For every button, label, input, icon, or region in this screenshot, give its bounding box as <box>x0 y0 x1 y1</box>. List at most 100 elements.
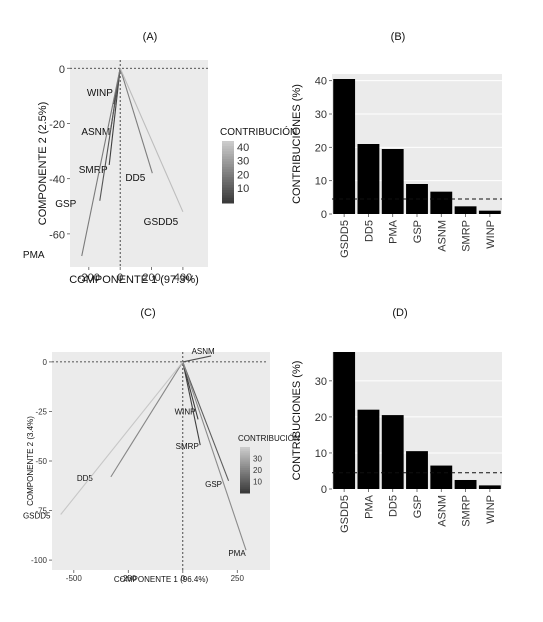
legend-title: CONTRIBUCIÓN <box>220 125 297 138</box>
y-tick-label: 0 <box>59 64 65 76</box>
legend-gradient-step <box>240 475 250 479</box>
loading-arrow <box>81 68 121 257</box>
panel-label-d: (D) <box>392 307 407 319</box>
y-tick-label: -60 <box>49 229 65 241</box>
y-tick-label: 10 <box>315 176 327 188</box>
y-axis-title: COMPONENTE 2 (2.5%) <box>37 102 49 225</box>
legend-tick-label: 10 <box>237 183 249 195</box>
x-tick-label: PMA <box>388 219 400 244</box>
variable-label: SMRP <box>176 442 199 451</box>
variable-label: ASNM <box>81 127 110 138</box>
bar <box>454 479 477 489</box>
bar <box>430 191 453 214</box>
y-tick-label: 0 <box>43 358 48 367</box>
x-tick-label: 400 <box>174 272 192 284</box>
y-tick-label: 40 <box>315 76 327 88</box>
legend-gradient-step <box>240 452 250 456</box>
legend-gradient-step <box>222 190 234 194</box>
bar <box>478 485 501 489</box>
x-tick-label: DD5 <box>363 220 375 242</box>
legend-gradient-step <box>240 450 250 454</box>
panel-label-b: (B) <box>391 31 406 43</box>
x-tick-label: ASNM <box>436 495 448 527</box>
legend-gradient-step <box>222 148 234 152</box>
y-tick-label: 30 <box>315 376 327 388</box>
x-tick-label: 0 <box>181 574 186 583</box>
y-tick-label: -25 <box>35 407 47 416</box>
y-tick-label: -50 <box>35 457 47 466</box>
legend-gradient-step <box>240 470 250 473</box>
legend-gradient-step <box>222 143 234 147</box>
legend-gradient-step <box>222 197 234 201</box>
legend-gradient-step <box>240 464 250 467</box>
variable-label: PMA <box>228 549 246 558</box>
x-tick-label: GSDD5 <box>339 220 351 258</box>
y-tick-label: 0 <box>321 209 327 221</box>
variable-label: ASNM <box>192 347 215 356</box>
legend-gradient-step <box>222 156 234 160</box>
bar <box>430 465 453 489</box>
x-tick-label: GSP <box>412 220 424 243</box>
x-tick-label: SMRP <box>461 220 473 252</box>
bar <box>381 149 404 214</box>
legend-gradient-step <box>222 192 234 196</box>
legend-gradient-step <box>222 141 234 145</box>
legend-gradient-step <box>240 481 250 484</box>
loading-arrow <box>119 68 153 174</box>
legend-tick-label: 20 <box>237 169 249 181</box>
bar <box>381 415 404 489</box>
x-tick-label: -500 <box>66 574 83 583</box>
x-axis-title: COMPONENTE 1 (97.3%) <box>69 274 199 286</box>
x-tick-label: WINP <box>485 495 497 524</box>
bar <box>333 352 356 489</box>
variable-label: SMRP <box>79 165 108 176</box>
y-tick-label: -100 <box>31 556 48 565</box>
legend-tick-label: 40 <box>237 142 249 154</box>
bar <box>333 79 356 214</box>
legend-gradient-step <box>222 182 234 186</box>
variable-label: WINP <box>175 407 196 416</box>
bar <box>406 451 428 489</box>
x-tick-label: 200 <box>142 272 160 284</box>
y-tick-label: 20 <box>315 142 327 154</box>
variable-label: DD5 <box>125 173 145 184</box>
biplot-a: -200 0 200 400 0 -20 -40 -60 COMPONENTE 1 (97.3%… <box>23 60 297 286</box>
legend-gradient-step <box>240 462 250 465</box>
legend-gradient-step <box>240 460 250 463</box>
legend-gradient-step <box>222 159 234 163</box>
x-tick-label: -200 <box>78 272 100 284</box>
x-tick-label: GSP <box>412 495 424 518</box>
panel-label-c: (C) <box>140 307 155 319</box>
legend-gradient-step <box>240 489 250 492</box>
legend-gradient-step <box>222 153 234 157</box>
loading-arrow <box>110 361 184 478</box>
x-tick-label: PMA <box>363 494 375 519</box>
y-tick-label: -75 <box>35 507 47 516</box>
legend-gradient-step <box>222 172 234 176</box>
loading-arrow <box>182 361 247 551</box>
x-tick-label: 250 <box>231 574 245 583</box>
variable-label: GSDD5 <box>23 512 51 521</box>
legend-tick-label: 20 <box>253 466 262 475</box>
legend-gradient-step <box>222 195 234 199</box>
x-tick-label: -250 <box>120 574 137 583</box>
legend-gradient-step <box>240 448 250 452</box>
x-tick-label: DD5 <box>388 495 400 517</box>
bar <box>357 144 380 214</box>
x-tick-label: WINP <box>485 220 497 249</box>
legend-gradient-step <box>222 200 234 204</box>
legend-gradient-step <box>240 447 250 450</box>
y-axis-title: CONTRIBUCIONES (%) <box>291 84 303 204</box>
variable-label: WINP <box>87 88 113 99</box>
panel-label-a: (A) <box>143 31 158 43</box>
legend-gradient-step <box>240 477 250 481</box>
legend-tick-label: 10 <box>253 478 262 487</box>
legend-gradient-step <box>240 458 250 461</box>
loading-arrow <box>119 68 184 213</box>
plot-background <box>52 352 270 570</box>
y-tick-label: 20 <box>315 412 327 424</box>
legend-gradient-step <box>222 151 234 155</box>
variable-label: GSP <box>55 199 76 210</box>
bar <box>454 206 477 214</box>
legend-gradient-step <box>222 164 234 168</box>
